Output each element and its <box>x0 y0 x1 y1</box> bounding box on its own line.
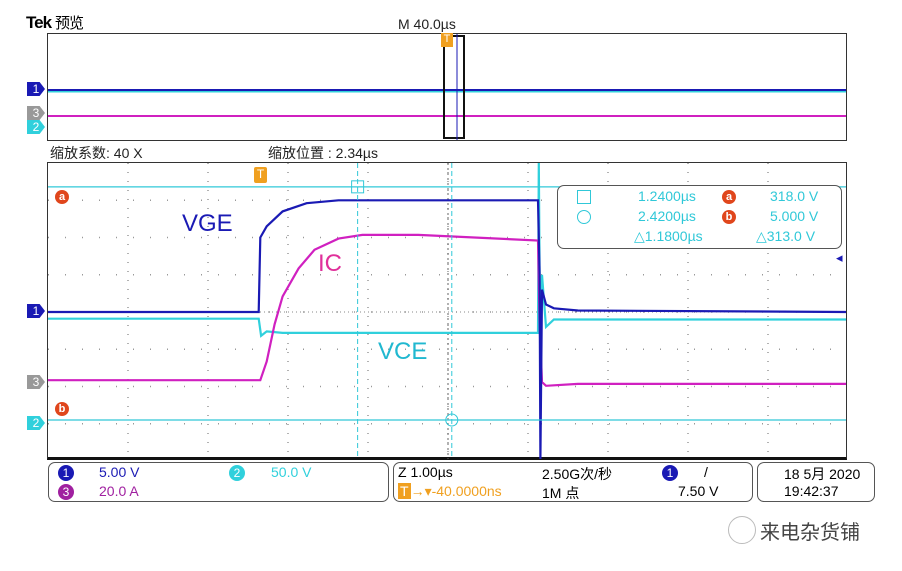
trigger-level: 7.50 V <box>678 483 719 499</box>
cursor-t1: 1.2400µs <box>638 188 696 204</box>
readout-a-badge: a <box>722 190 736 204</box>
date: 18 5月 2020 <box>784 466 861 482</box>
trigger-slope-icon: / <box>704 464 708 480</box>
overview-window <box>47 33 847 141</box>
cursor-1-square-marker <box>351 180 365 194</box>
ch1-badge: 1 <box>58 465 74 481</box>
trace-ic <box>48 233 846 387</box>
trigger-position: T →▾-40.0000ns <box>398 483 502 499</box>
cursor-dt: △1.1800µs <box>634 228 703 244</box>
cursor-vb: 5.000 V <box>770 208 819 224</box>
zoom-factor: 缩放系数: 40 X <box>50 145 143 161</box>
cursor-va: 318.0 V <box>770 188 819 204</box>
watermark: 来电杂货铺 <box>760 522 860 544</box>
cursor-dv: △313.0 V <box>756 228 816 244</box>
cursor-b-badge: b <box>55 402 69 416</box>
ic-label: IC <box>318 250 342 277</box>
ch1-offscreen-arrow-icon: ◂ <box>836 250 843 265</box>
vge-label: VGE <box>182 210 233 237</box>
channel-status-panel[interactable]: 1 5.00 V 2 50.0 V 3 20.0 A <box>48 462 389 502</box>
record-length: 1M 点 <box>542 485 580 501</box>
cursor-2-circle-marker <box>445 413 459 427</box>
datetime-panel: 18 5月 2020 19:42:37 <box>757 462 875 502</box>
main-timebase: M 40.0µs <box>398 16 456 32</box>
trigger-source-badge: 1 <box>662 465 678 481</box>
vce-label: VCE <box>378 338 428 365</box>
ch3-marker[interactable]: 3 <box>27 375 45 389</box>
zoom-timebase: Z 1.00µs <box>398 464 453 480</box>
cursor-2-circle-icon <box>577 210 591 224</box>
tek-brand: Tek 预览 <box>26 13 84 32</box>
ch2-marker[interactable]: 2 <box>27 416 45 430</box>
overview-trigger-marker: T <box>441 33 453 47</box>
ch3-badge: 3 <box>58 484 74 500</box>
cursor-t2: 2.4200µs <box>638 208 696 224</box>
readout-b-badge: b <box>722 210 736 224</box>
zoom-box <box>443 35 465 139</box>
ch3-scale: 20.0 A <box>99 483 139 499</box>
trace-vge <box>48 199 847 460</box>
ch2-badge: 2 <box>229 465 245 481</box>
cursor-a-badge: a <box>55 190 69 204</box>
cursor-readout: 1.2400µs 2.4200µs △1.1800µs a b 318.0 V … <box>557 185 842 249</box>
trigger-marker[interactable]: T <box>254 167 267 183</box>
sample-rate: 2.50G次/秒 <box>542 466 613 482</box>
cursor-1-square-icon <box>577 190 591 204</box>
ch1-scale: 5.00 V <box>99 464 140 480</box>
timebase-trigger-panel[interactable]: Z 1.00µs T →▾-40.0000ns 2.50G次/秒 1M 点 1 /… <box>393 462 753 502</box>
ch2-scale: 50.0 V <box>271 464 312 480</box>
overview-ch1-marker[interactable]: 1 <box>27 82 45 96</box>
overview-ch2-marker[interactable]: 2 <box>27 120 45 134</box>
overview-traces <box>48 34 846 140</box>
wechat-logo-icon <box>728 516 756 544</box>
time: 19:42:37 <box>784 483 839 499</box>
overview-ch3-marker[interactable]: 3 <box>27 106 45 120</box>
zoom-position: 缩放位置 : 2.34µs <box>268 145 378 161</box>
ch1-marker[interactable]: 1 <box>27 304 45 318</box>
